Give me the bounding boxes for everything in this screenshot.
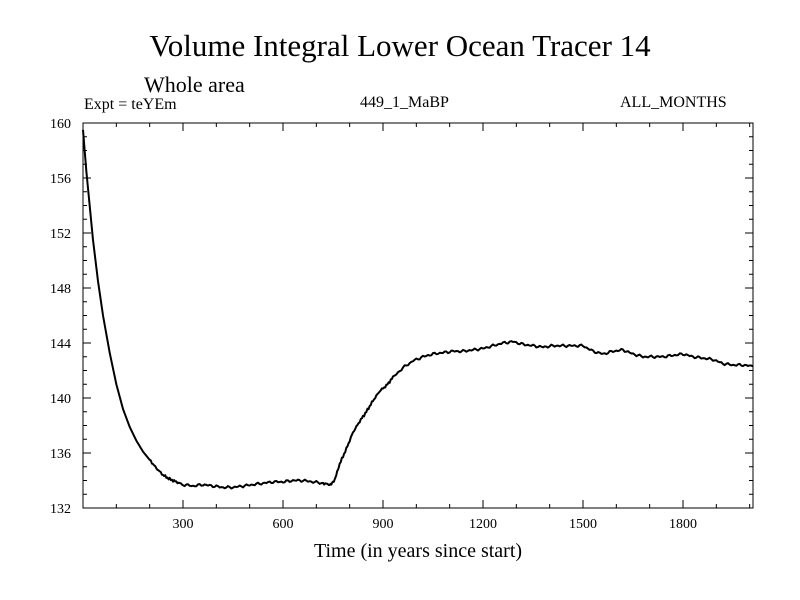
series-line (82, 129, 754, 490)
x-tick-label: 1200 (469, 517, 497, 532)
y-tick-label: 152 (50, 227, 71, 242)
x-axis-title: Time (in years since start) (314, 540, 522, 562)
experiment-id-label: 449_1_MaBP (360, 94, 449, 111)
months-label: ALL_MONTHS (620, 94, 727, 111)
x-tick-label: 1500 (569, 517, 597, 532)
y-tick-label: 160 (50, 117, 71, 132)
axis-ticks (82, 122, 753, 509)
plot-frame (82, 122, 754, 509)
y-tick-label: 136 (50, 447, 71, 462)
x-tick-label: 900 (373, 517, 394, 532)
y-tick-label: 148 (50, 282, 71, 297)
x-tick-label: 1800 (669, 517, 697, 532)
x-tick-label: 300 (173, 517, 194, 532)
experiment-label: Expt = teYEm (84, 96, 177, 113)
y-tick-label: 144 (50, 337, 71, 352)
chart-title: Volume Integral Lower Ocean Tracer 14 (149, 28, 651, 63)
axis-tick-labels: 300 600 900 1200 1500 1800 132 136 140 144 148 152 1… (50, 117, 697, 532)
y-tick-label: 156 (50, 172, 71, 187)
y-tick-label: 132 (50, 502, 71, 517)
chart-subtitle: Whole area (144, 72, 245, 97)
x-tick-label: 600 (273, 517, 294, 532)
y-tick-label: 140 (50, 392, 71, 407)
